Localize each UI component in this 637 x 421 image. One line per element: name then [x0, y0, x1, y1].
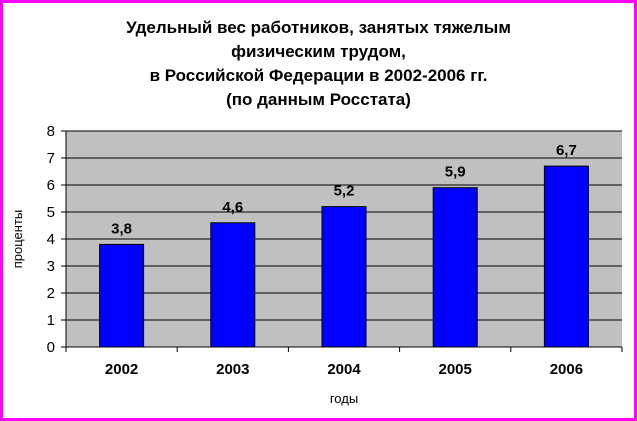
y-tick-label: 6	[47, 177, 55, 194]
chart-title: Удельный вес работников, занятых тяжелым…	[0, 16, 637, 112]
x-tick-label: 2005	[439, 361, 472, 378]
chart-title-line-1: Удельный вес работников, занятых тяжелым	[126, 18, 511, 37]
y-tick-labels: 0 1 2 3 4 5 6 7 8	[47, 123, 55, 356]
bar-2002	[99, 243, 145, 348]
bar-2003	[210, 222, 256, 348]
bars	[99, 165, 589, 348]
y-tick-label: 0	[47, 339, 55, 356]
bar-2006	[543, 165, 589, 348]
bar-2004	[321, 206, 367, 348]
data-label: 4,6	[222, 199, 243, 216]
x-tick-label: 2004	[327, 361, 361, 378]
data-label: 5,9	[445, 164, 466, 181]
bar-2005	[432, 187, 478, 348]
x-tick-label: 2006	[550, 361, 583, 378]
y-tick-label: 2	[47, 285, 55, 302]
y-tick-label: 8	[47, 123, 55, 140]
data-label: 3,8	[111, 220, 132, 237]
chart-title-line-4: (по данным Росстата)	[226, 90, 411, 109]
y-tick-label: 7	[47, 150, 55, 167]
chart-title-line-3: в Российской Федерации в 2002-2006 гг.	[149, 66, 488, 85]
data-label: 6,7	[556, 142, 577, 159]
axes	[61, 130, 623, 352]
y-axis-label: проценты	[10, 210, 25, 269]
x-tick-label: 2003	[216, 361, 249, 378]
data-labels: 3,8 4,6 5,2 5,9 6,7	[111, 142, 577, 237]
x-axis-label: годы	[330, 391, 358, 406]
x-tick-labels: 2002 2003 2004 2005 2006	[105, 361, 583, 378]
data-label: 5,2	[334, 183, 355, 200]
y-tick-label: 4	[47, 231, 55, 248]
y-tick-label: 5	[47, 204, 55, 221]
y-tick-label: 1	[47, 312, 55, 329]
y-tick-label: 3	[47, 258, 55, 275]
chart-title-line-2: физическим трудом,	[231, 42, 406, 61]
x-tick-label: 2002	[105, 361, 138, 378]
